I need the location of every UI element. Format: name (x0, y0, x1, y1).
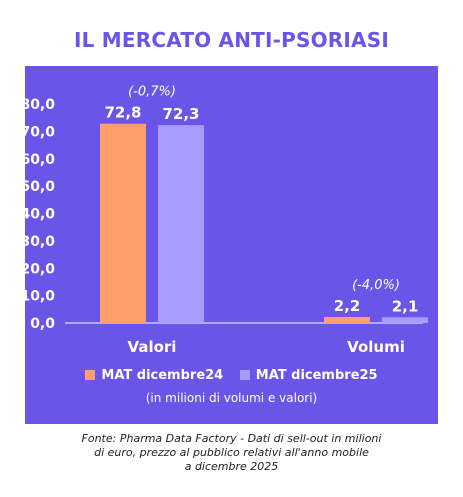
y-tick-label: 0,0 (30, 316, 55, 332)
source-line-2: di euro, prezzo al pubblico relativi all… (94, 446, 369, 459)
category-label: Valori (128, 338, 177, 356)
bar (382, 317, 428, 323)
y-tick-label: 20,0 (25, 261, 55, 277)
bar (158, 125, 204, 323)
change-annotation: (-0,7%) (128, 85, 176, 100)
chart-legend: MAT dicembre24 MAT dicembre25 (25, 368, 438, 383)
bar-value-label: 72,3 (162, 105, 199, 123)
y-tick-label: 80,0 (25, 97, 55, 113)
y-tick-label: 70,0 (25, 124, 55, 140)
bar-chart: 0,0 10,0 20,0 30,0 40,0 50,0 60,0 70,0 80,0 72,8 2… (25, 85, 428, 356)
source-line-1: Fonte: Pharma Data Factory - Dati di sel… (81, 432, 382, 445)
y-tick-label: 10,0 (25, 289, 55, 305)
category-label: Volumi (347, 338, 405, 356)
y-tick-label: 30,0 (25, 234, 55, 250)
source-note: Fonte: Pharma Data Factory - Dati di sel… (40, 432, 423, 474)
source-line-3: a dicembre 2025 (184, 460, 279, 473)
y-tick-label: 40,0 (25, 207, 55, 223)
bar-value-label: 2,1 (392, 297, 419, 315)
bar (100, 123, 146, 324)
bar (324, 316, 370, 323)
legend-swatch-series2 (239, 370, 250, 380)
legend-item-mat-dicembre25: MAT dicembre25 (239, 368, 378, 383)
legend-label-series2: MAT dicembre25 (255, 368, 378, 383)
y-tick-label: 50,0 (25, 179, 55, 195)
change-annotation: (-4,0%) (352, 278, 400, 293)
legend-label-series1: MAT dicembre24 (101, 368, 224, 383)
y-tick-label: 60,0 (25, 152, 55, 168)
bar-value-label: 2,2 (334, 297, 361, 315)
chart-title: IL MERCATO ANTI-PSORIASI (74, 28, 389, 52)
legend-item-mat-dicembre24: MAT dicembre24 (85, 368, 223, 383)
legend-swatch-series1 (85, 370, 96, 380)
units-note: (in milioni di volumi e valori) (145, 391, 318, 405)
chart-panel: 0,0 10,0 20,0 30,0 40,0 50,0 60,0 70,0 80,0 72,8 2… (25, 66, 438, 424)
bar-value-label: 72,8 (104, 104, 141, 122)
